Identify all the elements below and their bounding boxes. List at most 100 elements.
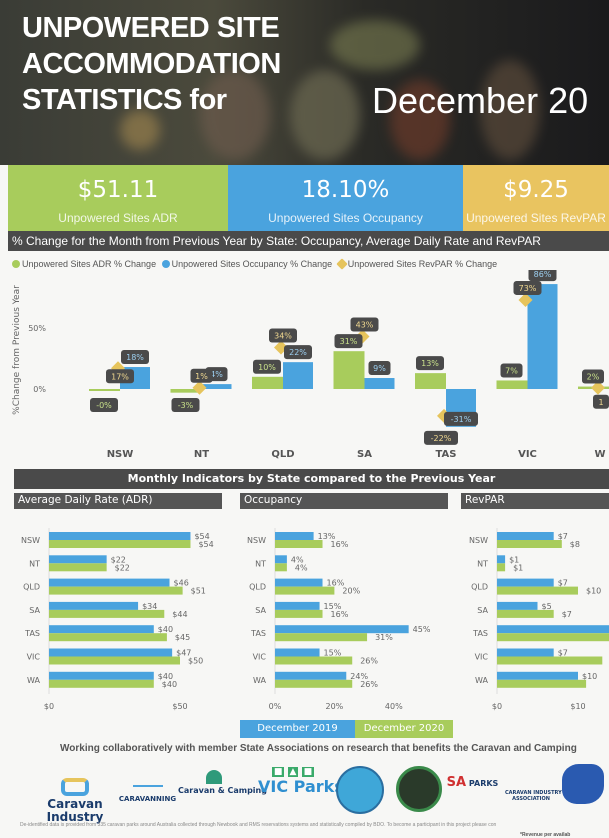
- bar-dec-2020: [275, 586, 335, 595]
- bar-dec-2019: [49, 671, 154, 680]
- bar-value-label: $40: [158, 672, 173, 681]
- y-tick-label: QLD: [249, 583, 266, 592]
- revpar-change-label-box: [269, 328, 297, 343]
- bar-dec-2020: [49, 656, 180, 665]
- bar-value-label: 24%: [350, 672, 368, 681]
- revpar-change-diamond: [355, 329, 370, 344]
- y-tick-label: 50%: [28, 324, 46, 333]
- revpar-change-label-box: [513, 280, 542, 295]
- bar-dec-2020: [49, 679, 154, 688]
- x-tick-label: TAS: [436, 449, 457, 460]
- kpi-label: Unpowered Sites Occupancy: [268, 211, 423, 225]
- hero-date: December 20: [372, 80, 589, 121]
- bar-dec-2020: [275, 679, 353, 688]
- bar-dec-2019: [275, 555, 287, 564]
- adr-change-bar: [496, 380, 528, 389]
- bar-value-label: 20%: [342, 587, 360, 596]
- adr-change-label-box: [253, 359, 281, 374]
- y-tick-label: WA: [475, 676, 488, 685]
- adr-change-label-box: [582, 369, 604, 384]
- logo-caravanning-tasmania: [336, 766, 384, 814]
- legend-dot-adr: [12, 260, 20, 268]
- bar-dec-2020: [275, 633, 368, 642]
- occupancy-change-label: 9%: [373, 364, 386, 373]
- occupancy-change-label-box: [284, 345, 312, 360]
- bar-value-label: $45: [175, 633, 190, 642]
- adr-change-bar: [415, 373, 446, 389]
- y-tick-label: NT: [255, 559, 266, 568]
- revpar-change-label: 1: [598, 398, 603, 407]
- panel-title-adr: Average Daily Rate (ADR): [14, 493, 222, 509]
- occupancy-change-bar: [527, 284, 558, 389]
- bar-dec-2020: [275, 656, 353, 665]
- bar-dec-2019: [497, 578, 554, 587]
- chart-title: % Change for the Month from Previous Yea…: [8, 231, 609, 251]
- bar-dec-2019: [49, 532, 191, 540]
- bar-dec-2019: [49, 625, 154, 634]
- revpar-change-diamond: [518, 292, 533, 307]
- revpar-change-label: -22%: [431, 434, 452, 443]
- footer-note-2: *Revenue per availab: [520, 832, 571, 838]
- bar-value-label: 13%: [318, 532, 336, 541]
- y-tick-label: WA: [27, 676, 40, 685]
- adr-change-label-box: [334, 334, 363, 349]
- y-tick-label: TAS: [24, 629, 40, 638]
- bar-value-label: 31%: [375, 633, 393, 642]
- panel-title-revpar: RevPAR: [461, 493, 609, 509]
- adr-change-label: -3%: [178, 401, 194, 410]
- occupancy-change-label-box: [528, 270, 557, 282]
- logo-caravan-industry: Caravan Industry: [45, 778, 105, 824]
- bar-value-label: 4%: [291, 555, 304, 564]
- bar-value-label: $40: [162, 680, 177, 689]
- bar-dec-2019: [497, 671, 578, 680]
- bar-dec-2020: [497, 563, 506, 572]
- bar-dec-2019: [275, 601, 320, 610]
- bar-value-label: $22: [115, 563, 130, 572]
- bar-value-label: 45%: [413, 625, 431, 634]
- y-tick-label: VIC: [475, 653, 489, 662]
- bar-dec-2020: [49, 586, 183, 595]
- x-tick-label: $0: [492, 702, 502, 711]
- bar-value-label: $8: [570, 540, 580, 549]
- bar-dec-2019: [49, 648, 173, 657]
- bar-dec-2019: [275, 532, 314, 540]
- kpi-value: 18.10%: [301, 177, 390, 203]
- bar-value-label: $10: [582, 672, 597, 681]
- y-tick-label: 0%: [33, 385, 46, 394]
- bar-dec-2020: [497, 656, 603, 665]
- panel-title-occupancy: Occupancy: [240, 493, 448, 509]
- bar-value-label: $34: [142, 602, 157, 611]
- legend-dec-2020: December 2020: [355, 720, 453, 738]
- adr-change-label: 31%: [340, 337, 358, 346]
- x-tick-label: 20%: [326, 702, 344, 711]
- revpar-change-diamond: [192, 380, 207, 395]
- revpar-change-label: 34%: [274, 332, 292, 341]
- y-tick-label: NSW: [247, 536, 266, 545]
- legend-label: Unpowered Sites ADR % Change: [22, 259, 157, 269]
- collaboration-text: Working collaboratively with member Stat…: [60, 743, 577, 754]
- bar-value-label: $1: [509, 555, 519, 564]
- bar-value-label: 26%: [360, 680, 378, 689]
- x-tick-label: NSW: [107, 449, 134, 460]
- logo-caravanning-wa: [562, 764, 604, 804]
- bar-value-label: $44: [172, 610, 187, 619]
- hero-banner: UNPOWERED SITE ACCOMMODATION STATISTICS …: [0, 0, 609, 165]
- bar-value-label: $7: [558, 649, 568, 658]
- revpar-change-label: 17%: [111, 372, 129, 381]
- adr-change-bar: [333, 351, 365, 389]
- bar-value-label: $50: [188, 657, 203, 666]
- x-tick-label: 0%: [269, 702, 282, 711]
- bar-value-label: $7: [558, 532, 568, 541]
- y-tick-label: NSW: [469, 536, 488, 545]
- x-tick-label: W: [594, 449, 605, 460]
- y-tick-label: NSW: [21, 536, 40, 545]
- bar-dec-2019: [497, 555, 506, 564]
- section-title: Monthly Indicators by State compared to …: [14, 469, 609, 489]
- occupancy-change-bar: [364, 378, 395, 389]
- bar-value-label: $54: [194, 532, 209, 541]
- occupancy-change-label-box: [444, 411, 478, 426]
- logo-caravan-camping: [396, 766, 442, 812]
- adr-change-label: 2%: [587, 373, 600, 382]
- legend-diamond-revpar: [336, 258, 348, 270]
- bar-value-label: 26%: [360, 657, 378, 666]
